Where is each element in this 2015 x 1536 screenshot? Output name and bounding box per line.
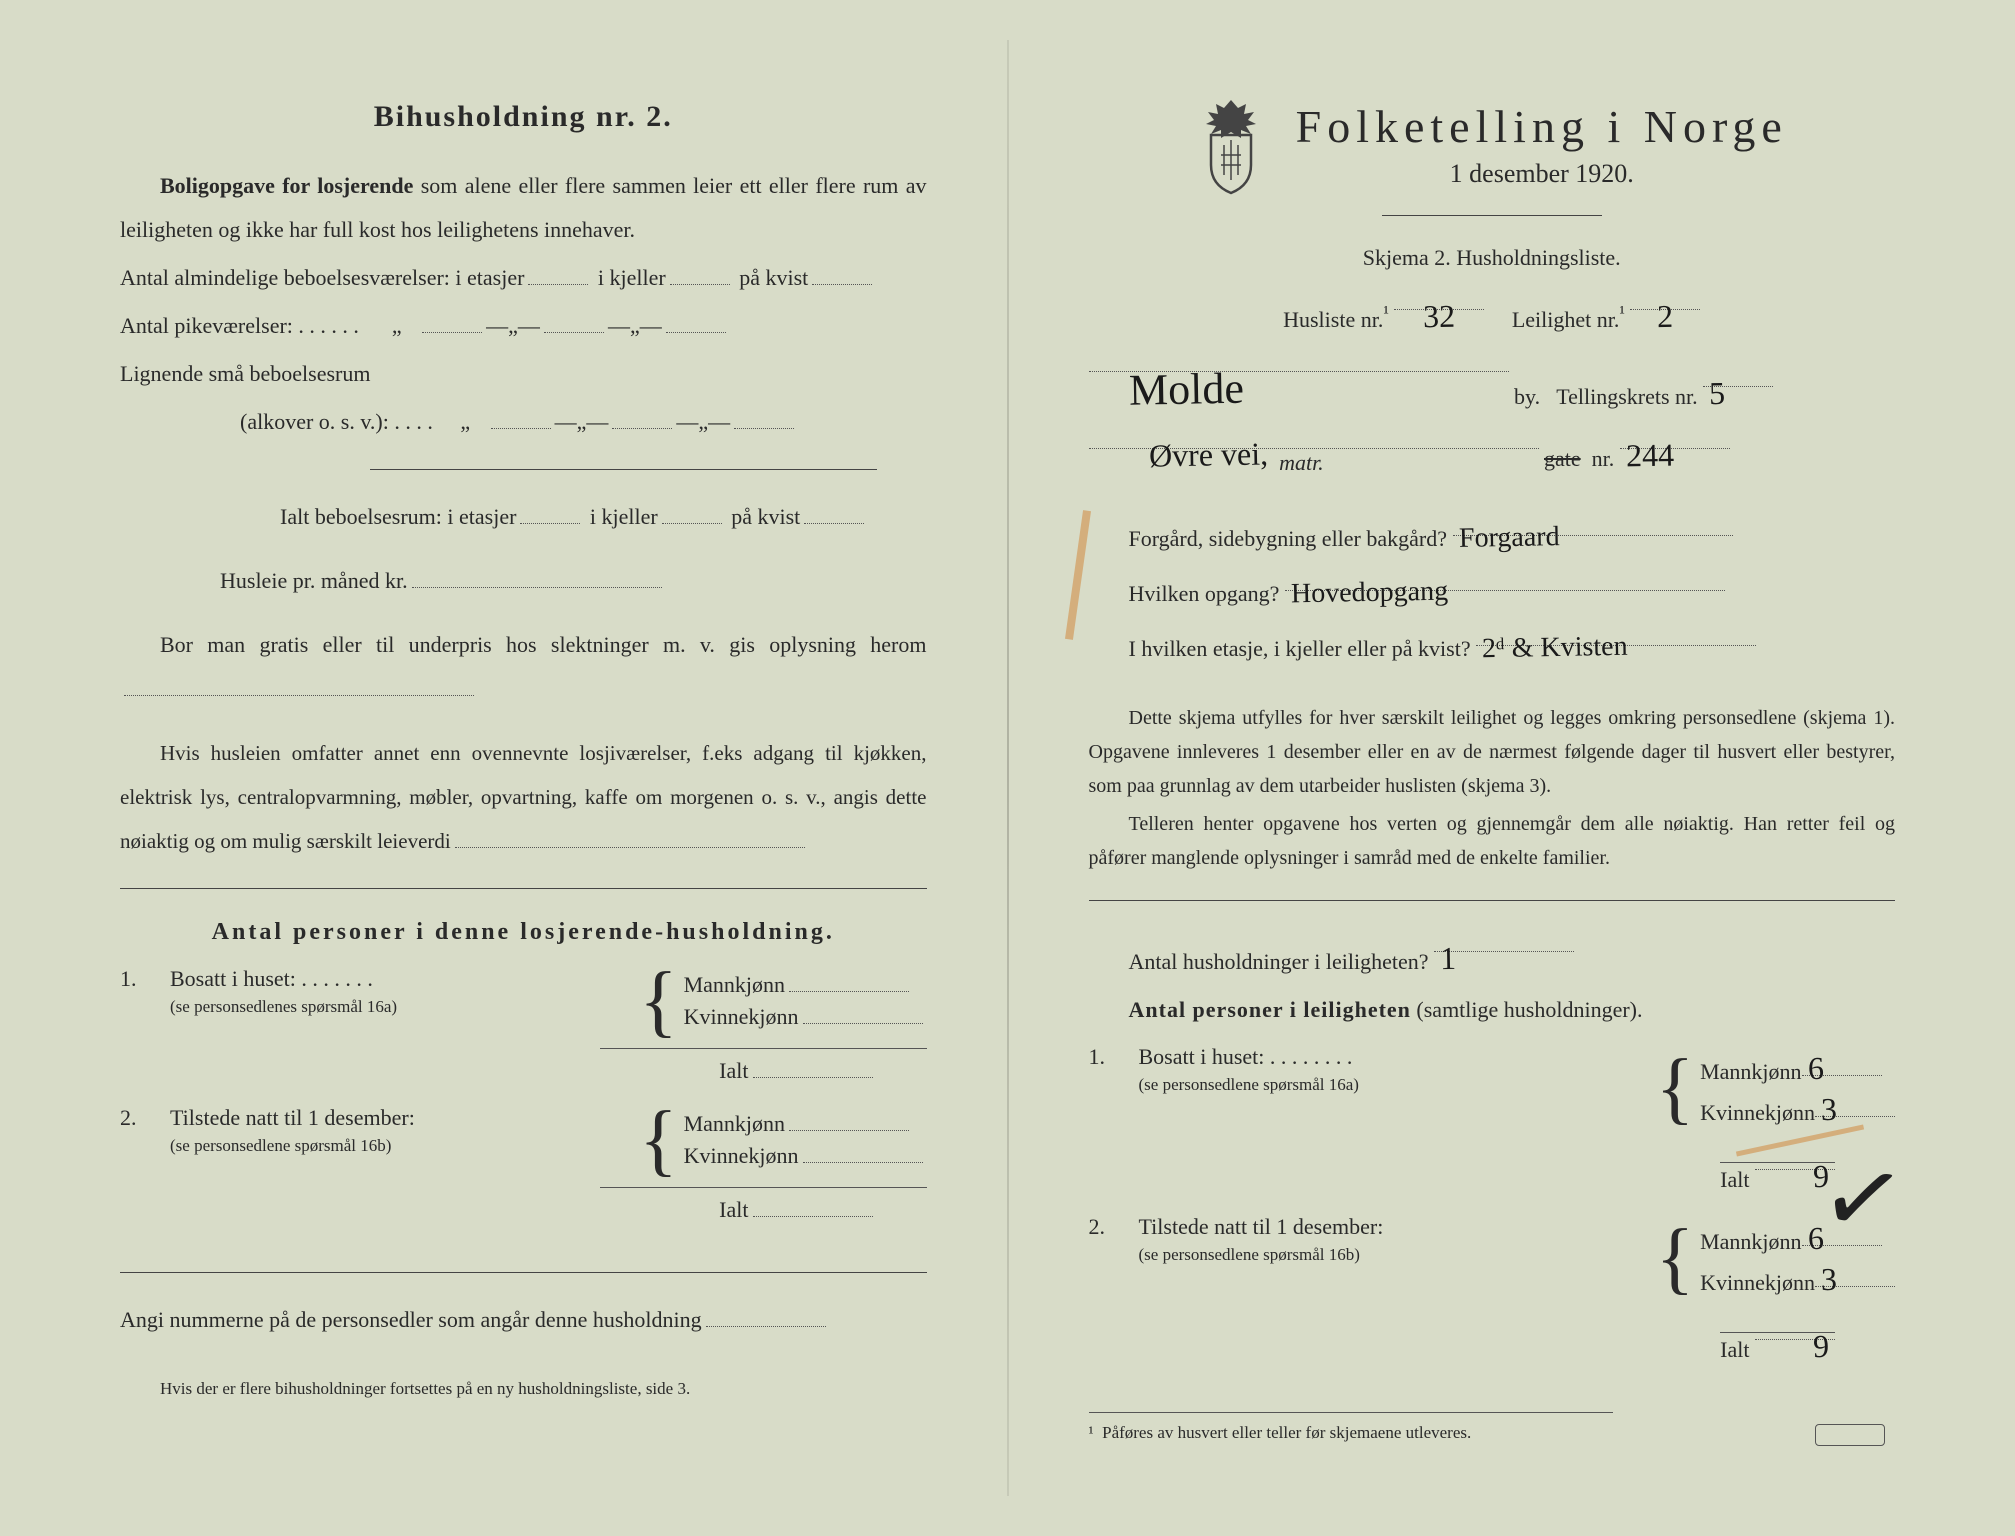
forgard-line: Forgård, sidebygning eller bakgård? Forg… [1089, 510, 1896, 561]
left-item1-row: 1. Bosatt i huset: . . . . . . . (se per… [120, 966, 927, 1036]
husleie-line: Husleie pr. måned kr. [120, 559, 927, 603]
intro-bold: Boligopgave for losjerende [160, 173, 413, 198]
left-title: Bihusholdning nr. 2. [120, 100, 927, 134]
main-title: Folketelling i Norge [1296, 100, 1788, 153]
skjema-line: Skjema 2. Husholdningsliste. [1089, 236, 1896, 280]
street-line: Øvre vei, matr. gate nr. 244 [1089, 423, 1896, 481]
lignende-line1: Lignende små beboelsesrum [120, 352, 927, 396]
lignende-line2: (alkover o. s. v.): . . . . „ —„——„— [120, 400, 927, 444]
bottom-stamp [1815, 1424, 1885, 1446]
antal-pers-heading: Antal personer i leiligheten (samtlige h… [1089, 988, 1896, 1032]
footnote: ¹ Påføres av husvert eller teller før sk… [1089, 1412, 1613, 1443]
angi-line: Angi nummerne på de personsedler som ang… [120, 1298, 927, 1342]
instructions2: Telleren henter opgavene hos verten og g… [1089, 807, 1896, 875]
intro-line: Boligopgave for losjerende som alene ell… [120, 164, 927, 252]
antal-hush-line: Antal husholdninger i leiligheten? 1 [1089, 926, 1896, 984]
opgang-line: Hvilken opgang? Hovedopgang [1089, 565, 1896, 616]
bor-line: Bor man gratis eller til underpris hos s… [120, 623, 927, 711]
right-item2-row: 2. Tilstede natt til 1 desember: (se per… [1089, 1214, 1896, 1302]
pike-line: Antal pikeværelser: . . . . . . „ —„——„— [120, 304, 927, 348]
instructions: Dette skjema utfylles for hver særskilt … [1089, 701, 1896, 803]
sub-date: 1 desember 1920. [1296, 159, 1788, 189]
hvis-flere: Hvis der er flere bihusholdninger fortse… [120, 1372, 927, 1406]
etasje-line: I hvilken etasje, i kjeller eller på kvi… [1089, 620, 1896, 671]
right-item1-row: 1. Bosatt i huset: . . . . . . . . (se p… [1089, 1044, 1896, 1132]
right-page: Folketelling i Norge 1 desember 1920. Sk… [1019, 40, 1966, 1496]
coat-of-arms-icon [1196, 100, 1266, 195]
left-subheading: Antal personer i denne losjerende-hushol… [120, 919, 927, 946]
ialt-rooms-line: Ialt beboelsesrum: i etasjer i kjeller p… [120, 495, 927, 539]
orange-vertical-mark [1064, 510, 1090, 640]
hvis-text: Hvis husleien omfatter annet enn ovennev… [120, 731, 927, 863]
page-divider [1007, 40, 1009, 1496]
left-page: Bihusholdning nr. 2. Boligopgave for los… [50, 40, 997, 1496]
husliste-line: Husliste nr.¹ 32 Leilighet nr.¹ 2 [1089, 284, 1896, 342]
left-item2-row: 2. Tilstede natt til 1 desember: (se per… [120, 1105, 927, 1175]
right-header: Folketelling i Norge 1 desember 1920. [1089, 100, 1896, 195]
city-line: Molde by. Tellingskrets nr. 5 [1089, 346, 1896, 419]
rooms-line: Antal almindelige beboelsesværelser: i e… [120, 256, 927, 300]
